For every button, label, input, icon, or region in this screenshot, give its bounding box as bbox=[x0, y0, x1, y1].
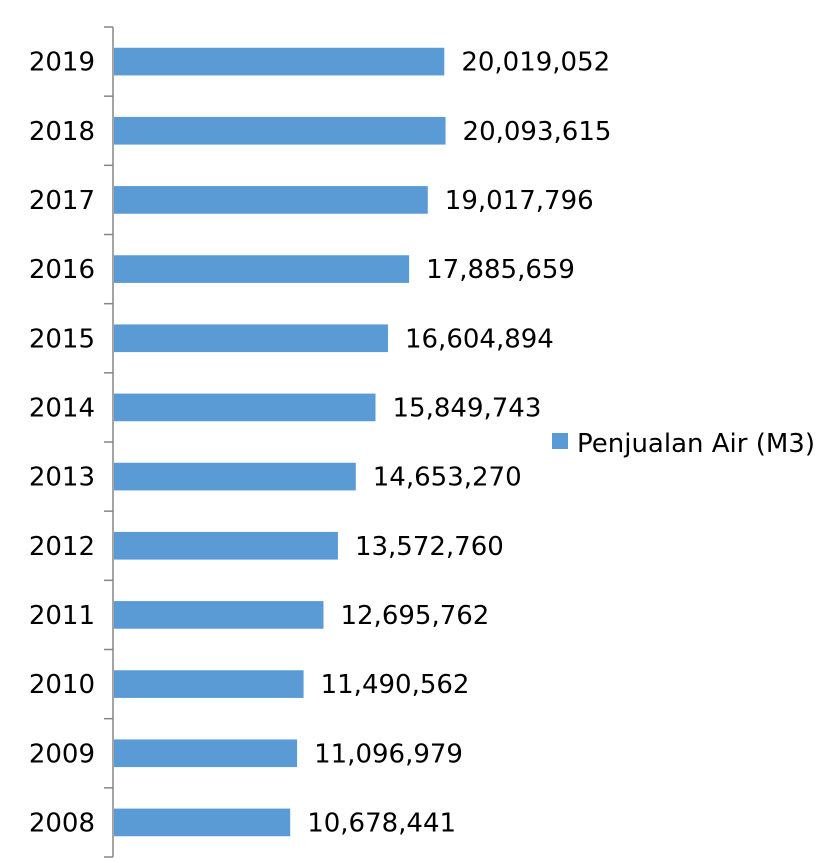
bar-2018 bbox=[114, 116, 446, 145]
y-tick-label-2009: 2009 bbox=[29, 739, 95, 769]
data-label-2012: 13,572,760 bbox=[355, 532, 504, 562]
bar-2016 bbox=[114, 255, 410, 283]
bar-2014 bbox=[114, 393, 376, 422]
bar-2013 bbox=[114, 462, 356, 491]
bar-2009 bbox=[114, 739, 298, 768]
y-tick-label-2011: 2011 bbox=[29, 601, 95, 631]
y-tick-label-2019: 2019 bbox=[29, 48, 95, 78]
y-tick-label-2010: 2010 bbox=[29, 670, 95, 700]
data-label-2019: 20,019,052 bbox=[461, 48, 610, 78]
y-tick-label-2013: 2013 bbox=[29, 463, 95, 493]
bar-2017 bbox=[114, 186, 428, 214]
y-tick-label-2017: 2017 bbox=[29, 186, 95, 216]
bar-2010 bbox=[114, 670, 304, 698]
y-tick-label-2012: 2012 bbox=[29, 532, 95, 562]
data-label-2010: 11,490,562 bbox=[321, 670, 470, 700]
data-label-2009: 11,096,979 bbox=[314, 739, 463, 769]
data-label-2008: 10,678,441 bbox=[307, 808, 456, 838]
y-tick-label-2018: 2018 bbox=[29, 117, 95, 147]
legend-label: Penjualan Air (M3) bbox=[577, 429, 815, 459]
data-label-2018: 20,093,615 bbox=[463, 117, 612, 147]
bar-2019 bbox=[114, 47, 445, 76]
bar-2011 bbox=[114, 601, 324, 629]
data-label-2014: 15,849,743 bbox=[393, 393, 542, 423]
y-tick-label-2016: 2016 bbox=[29, 255, 95, 285]
y-tick-label-2014: 2014 bbox=[29, 393, 95, 423]
bar-2015 bbox=[114, 324, 388, 353]
data-label-2013: 14,653,270 bbox=[373, 463, 522, 493]
bar-2008 bbox=[114, 808, 291, 837]
y-axis bbox=[104, 26, 114, 858]
data-label-2017: 19,017,796 bbox=[445, 186, 594, 216]
labels-layer: 2019 20,019,052 2018 20,093,615 2017 19,017,7… bbox=[29, 48, 612, 839]
bar-2012 bbox=[114, 531, 338, 560]
data-label-2015: 16,604,894 bbox=[405, 324, 554, 354]
data-label-2011: 12,695,762 bbox=[340, 601, 489, 631]
bars-layer bbox=[114, 47, 446, 837]
y-tick-label-2008: 2008 bbox=[29, 808, 95, 838]
legend-swatch bbox=[552, 433, 568, 449]
y-tick-label-2015: 2015 bbox=[29, 324, 95, 354]
data-label-2016: 17,885,659 bbox=[426, 255, 575, 285]
legend: Penjualan Air (M3) bbox=[552, 429, 815, 459]
